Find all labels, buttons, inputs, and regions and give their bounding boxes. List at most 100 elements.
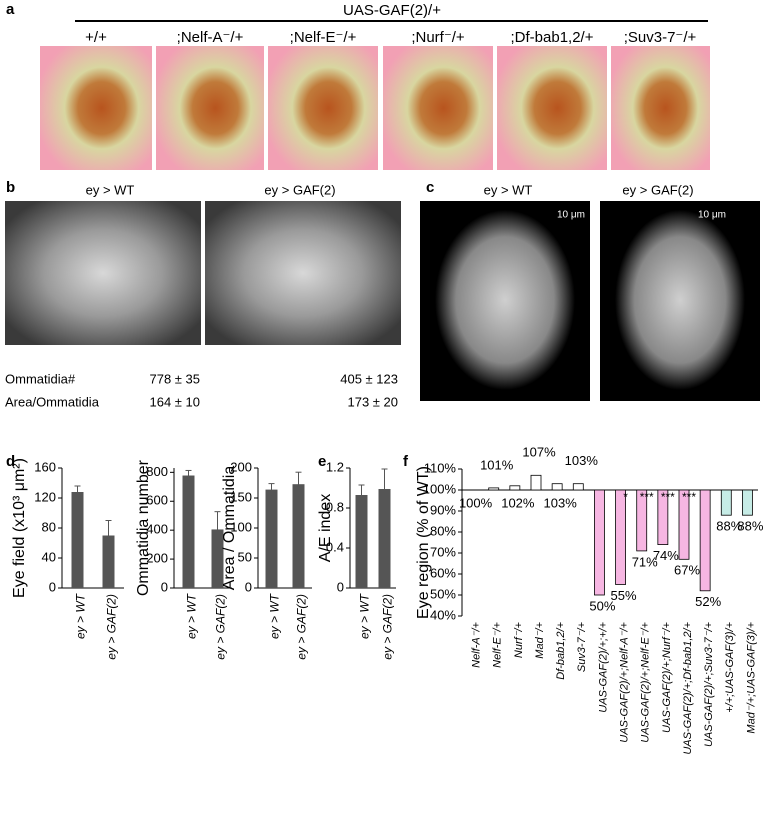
y-tick-label: 100: [230, 519, 252, 534]
panel-c-header: ey > GAF(2): [622, 182, 693, 197]
y-tick-label: 50: [238, 549, 252, 564]
x-tick-label: UAS-GAF(2)/+;Nelf-E⁻/+: [640, 621, 652, 742]
y-tick-label: 60%: [430, 565, 456, 580]
value-label: 67%: [674, 563, 700, 578]
significance: *: [623, 490, 628, 504]
y-axis-label: Ommatidia number: [135, 459, 152, 596]
y-tick-label: 0: [49, 579, 56, 594]
y-tick-label: 200: [146, 551, 168, 566]
value-label: 102%: [501, 495, 535, 510]
genotype-label: ;Nelf-A⁻/+: [177, 29, 244, 46]
value-label: 103%: [544, 495, 578, 510]
panel-b-header: ey > GAF(2): [264, 182, 335, 197]
bar: [71, 492, 84, 588]
genotype-label: ;Df-bab1,2/+: [511, 29, 594, 46]
genotype-label: +/+: [85, 29, 107, 46]
value-label: 55%: [611, 588, 637, 603]
x-tick-label: Nelf-A⁻/+: [470, 621, 482, 667]
x-tick-label: UAS-GAF(2)/+;Nelf-A⁻/+: [618, 621, 630, 742]
bar: [530, 474, 542, 491]
bar: [509, 485, 521, 491]
value-label: 71%: [632, 554, 658, 569]
y-tick-label: 200: [230, 459, 252, 474]
y-tick-label: 70%: [430, 544, 456, 559]
x-tick-label: ey > WT: [74, 592, 88, 639]
y-tick-label: 0: [161, 579, 168, 594]
x-tick-label: Suv3-7⁻/+: [576, 621, 588, 672]
x-tick-label: ey > WT: [268, 592, 282, 639]
significance: ***: [682, 490, 696, 504]
photo: [611, 46, 710, 170]
x-tick-label: ey > WT: [185, 592, 199, 639]
y-tick-label: 160: [34, 459, 56, 474]
row-value: 405 ± 123: [340, 371, 398, 386]
y-tick-label: 110%: [424, 460, 457, 475]
bar: [551, 483, 563, 491]
genotype-label: ;Nurf⁻/+: [411, 29, 465, 46]
photo: [268, 46, 378, 170]
bar: [355, 495, 368, 588]
y-tick-label: 90%: [430, 502, 456, 517]
scale-bar: 10 μm: [698, 210, 726, 221]
row-value: 173 ± 20: [347, 394, 398, 409]
bar: [615, 489, 626, 585]
x-tick-label: UAS-GAF(2)/+;Nurf⁻/+: [661, 621, 673, 733]
bar: [182, 475, 195, 588]
y-tick-label: 80%: [430, 523, 456, 538]
photo: [383, 46, 493, 170]
y-tick-label: 100%: [423, 481, 457, 496]
x-tick-label: Nurf⁻/+: [513, 621, 525, 658]
bar: [211, 529, 224, 588]
value-label: 101%: [480, 457, 514, 472]
y-tick-label: 0: [245, 579, 252, 594]
row-value: 778 ± 35: [149, 371, 200, 386]
x-tick-label: UAS-GAF(2)/+;+/+: [597, 621, 609, 712]
x-tick-label: ey > GAF(2): [214, 594, 228, 660]
y-tick-label: 1.2: [326, 459, 344, 474]
x-tick-label: Nelf-E⁻/+: [492, 621, 504, 667]
value-label: 103%: [565, 453, 599, 468]
x-tick-label: +/+;UAS-GAF(3)/+: [724, 621, 736, 712]
bar: [720, 489, 732, 516]
value-label: 107%: [522, 445, 556, 460]
y-tick-label: 80: [42, 519, 56, 534]
photo: [497, 46, 607, 170]
y-tick-label: 150: [230, 489, 252, 504]
y-tick-label: 120: [34, 489, 56, 504]
panel-c-header: ey > WT: [484, 182, 533, 197]
bar: [572, 483, 584, 491]
x-tick-label: Mad⁻/+;UAS-GAF(3)/+: [745, 621, 757, 733]
photo: [156, 46, 264, 170]
bar: [636, 489, 648, 552]
y-axis-label: Eye field (x10³ μm²): [11, 458, 28, 598]
value-label: 88%: [716, 519, 742, 534]
bar: [699, 489, 711, 592]
y-axis-label: A/E index: [317, 494, 334, 562]
bar: [657, 489, 669, 545]
x-tick-label: UAS-GAF(2)/+;Df-bab1,2/+: [682, 621, 694, 754]
y-axis-label: Eye region (% of WT): [415, 466, 432, 619]
panel-label: d: [6, 453, 15, 470]
value-label: 52%: [695, 594, 721, 609]
panel-b-header: ey > WT: [86, 182, 135, 197]
y-tick-label: 50%: [430, 586, 456, 601]
sem-image: [5, 201, 201, 345]
disc: [435, 210, 575, 390]
x-tick-label: ey > WT: [358, 592, 372, 639]
x-tick-label: Df-bab1,2/+: [555, 621, 567, 679]
x-tick-label: ey > GAF(2): [381, 594, 395, 660]
panel-label: f: [403, 453, 409, 470]
bar: [378, 489, 391, 588]
panel-label: a: [6, 1, 15, 18]
row-value: 164 ± 10: [149, 394, 200, 409]
eye-photos: [40, 46, 710, 170]
y-axis-label: Area / Ommatidia: [221, 466, 238, 591]
row-label: Ommatidia#: [5, 371, 76, 386]
bar: [678, 489, 690, 560]
bar: [265, 489, 278, 588]
disc: [615, 210, 745, 390]
photo: [40, 46, 152, 170]
genotype-label: ;Suv3-7⁻/+: [624, 29, 697, 46]
bar: [102, 535, 115, 588]
